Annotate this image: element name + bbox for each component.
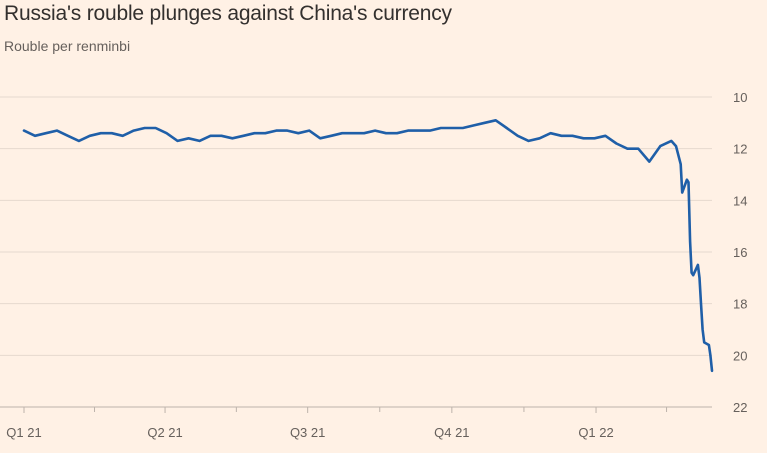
series-layer (22, 119, 714, 373)
series-line-0 (22, 119, 714, 373)
y-tick-label-14: 14 (733, 193, 747, 208)
y-tick-label-20: 20 (733, 348, 747, 363)
y-tick-label-10: 10 (733, 90, 747, 105)
x-tick-label-q1-22: Q1 22 (578, 425, 613, 440)
x-tick-label-q2-21: Q2 21 (147, 425, 182, 440)
gridlines (0, 96, 712, 356)
chart-subtitle: Rouble per renminbi (4, 38, 131, 54)
y-tick-label-22: 22 (733, 400, 747, 415)
x-tick-label-q3-21: Q3 21 (290, 425, 325, 440)
x-tick-label-q1-21: Q1 21 (6, 425, 41, 440)
x-tick-label-q4-21: Q4 21 (434, 425, 469, 440)
x-axis (0, 406, 712, 413)
y-tick-label-12: 12 (733, 142, 747, 157)
y-tick-label-16: 16 (733, 245, 747, 260)
y-axis: 10 12 14 16 18 20 22 (733, 90, 747, 415)
chart-title: Russia's rouble plunges against China's … (4, 2, 452, 25)
y-tick-label-18: 18 (733, 297, 747, 312)
x-axis-labels: Q1 21 Q2 21 Q3 21 Q4 21 Q1 22 (6, 425, 613, 440)
